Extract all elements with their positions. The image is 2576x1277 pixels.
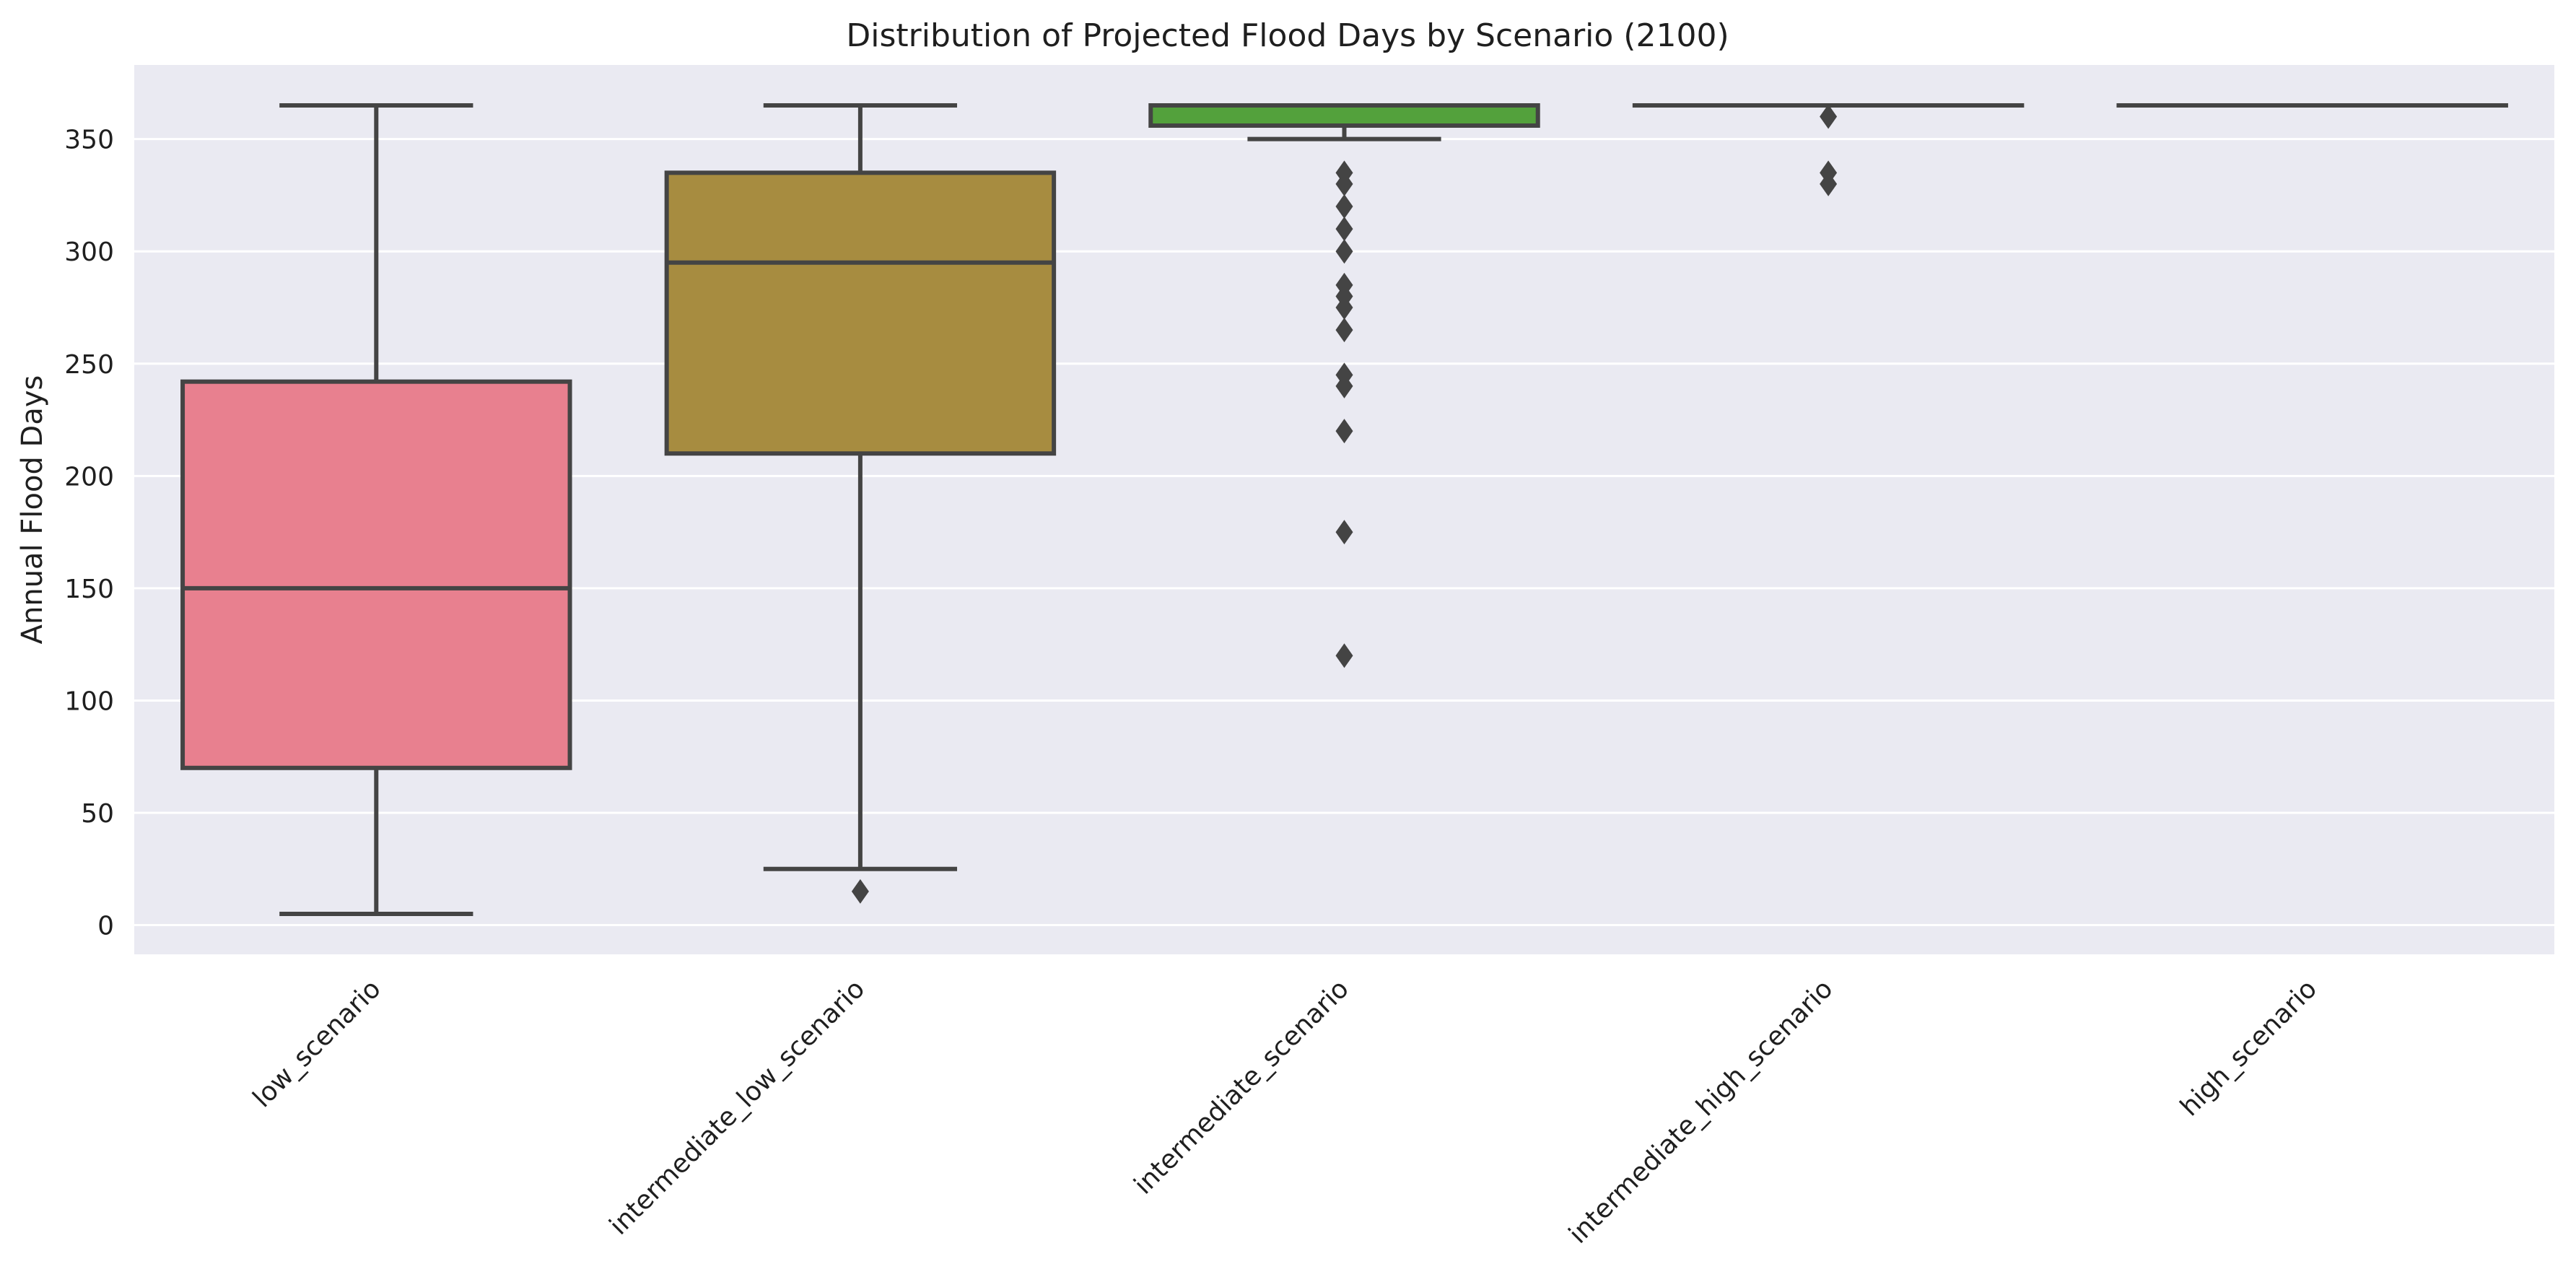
boxes bbox=[180, 103, 2508, 916]
box-intermediate-low-scenario bbox=[664, 103, 1057, 904]
iqr-box bbox=[664, 170, 1057, 456]
iqr-box bbox=[1148, 103, 1540, 128]
outlier-point bbox=[1820, 171, 1838, 196]
outlier-point bbox=[1335, 373, 1353, 398]
y-tick-label: 250 bbox=[64, 350, 114, 380]
y-tick-label: 350 bbox=[64, 126, 114, 155]
y-tick-label: 150 bbox=[64, 575, 114, 604]
box-low-scenario bbox=[180, 103, 572, 916]
y-axis-label: Annual Flood Days bbox=[16, 375, 49, 645]
x-tick-label: intermediate_high_scenario bbox=[1563, 974, 1839, 1250]
y-tick-label: 50 bbox=[81, 799, 114, 829]
outlier-point bbox=[1335, 318, 1353, 343]
x-axis-ticks: low_scenario intermediate_low_scenario int… bbox=[248, 974, 2323, 1250]
outlier-point bbox=[1335, 194, 1353, 219]
outlier-point bbox=[1335, 419, 1353, 444]
iqr-box bbox=[180, 379, 572, 770]
box-intermediate-scenario bbox=[1148, 103, 1540, 668]
outlier-point bbox=[851, 879, 869, 904]
outlier-point bbox=[1335, 520, 1353, 545]
y-tick-label: 300 bbox=[64, 237, 114, 267]
x-tick-label: intermediate_low_scenario bbox=[604, 974, 870, 1240]
x-tick-label: high_scenario bbox=[2175, 974, 2323, 1122]
box-intermediate-high-scenario bbox=[1632, 103, 2025, 196]
x-tick-label: low_scenario bbox=[248, 974, 387, 1113]
y-tick-label: 200 bbox=[64, 462, 114, 492]
y-tick-label: 0 bbox=[97, 912, 114, 941]
outlier-point bbox=[1335, 239, 1353, 264]
chart-title: Distribution of Projected Flood Days by … bbox=[846, 17, 1729, 54]
outlier-point bbox=[1335, 295, 1353, 320]
y-axis-ticks: 0 50 100 150 200 250 300 350 bbox=[64, 126, 114, 941]
outlier-point bbox=[1335, 171, 1353, 196]
outlier-point bbox=[1335, 643, 1353, 668]
x-tick-label: intermediate_scenario bbox=[1129, 974, 1355, 1200]
outlier-point bbox=[1820, 104, 1838, 129]
outlier-point bbox=[1335, 217, 1353, 242]
y-tick-label: 100 bbox=[64, 687, 114, 716]
